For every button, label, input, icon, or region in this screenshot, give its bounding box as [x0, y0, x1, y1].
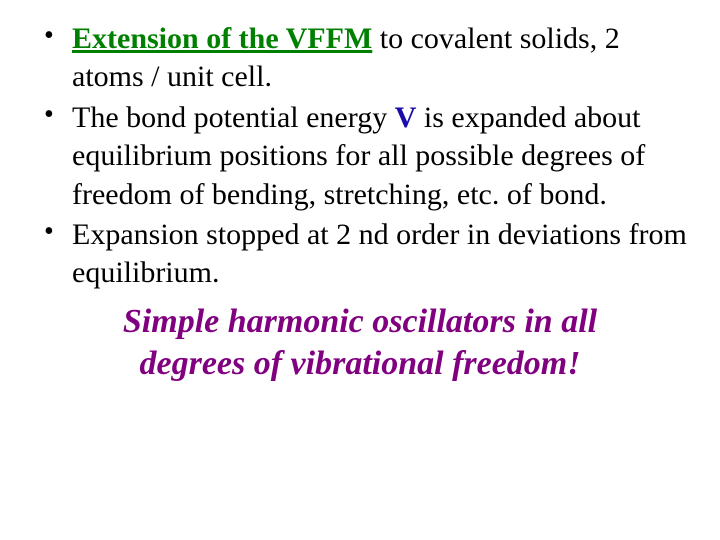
bullet-text: The bond potential energy V is expanded … — [72, 99, 690, 214]
bullet-item: Expansion stopped at 2 nd order in devia… — [30, 216, 690, 293]
bullet-item: The bond potential energy V is expanded … — [30, 99, 690, 214]
emphasis-green: Extension of the VFFM — [72, 22, 372, 55]
bullet-text: Expansion stopped at 2 nd order in devia… — [72, 216, 690, 293]
bullet-text-pre: The bond potential energy — [72, 101, 395, 134]
bullet-text: Extension of the VFFM to covalent solids… — [72, 20, 690, 97]
conclusion-text: Simple harmonic oscillators in all degre… — [30, 301, 690, 386]
conclusion-line-1: Simple harmonic oscillators in all — [123, 303, 597, 340]
bullet-item: Extension of the VFFM to covalent solids… — [30, 20, 690, 97]
slide-content: Extension of the VFFM to covalent solids… — [30, 20, 690, 386]
bullet-list: Extension of the VFFM to covalent solids… — [30, 20, 690, 293]
emphasis-blue: V — [395, 101, 417, 134]
conclusion-line-2: degrees of vibrational freedom! — [140, 345, 581, 382]
